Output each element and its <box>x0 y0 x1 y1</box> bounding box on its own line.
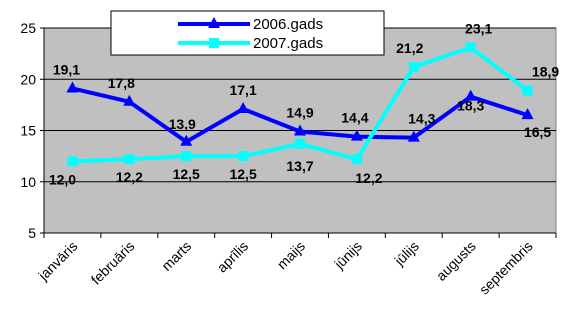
data-label-0: 14,3 <box>408 111 435 127</box>
data-point-1 <box>351 154 362 165</box>
data-label-1: 12,2 <box>355 170 382 186</box>
data-label-0: 16,5 <box>524 124 551 140</box>
data-label-0: 19,1 <box>53 61 80 77</box>
y-tick-label: 15 <box>20 123 36 139</box>
data-label-1: 21,2 <box>396 40 423 56</box>
y-tick-label: 10 <box>20 174 36 190</box>
data-label-1: 12,5 <box>229 166 256 182</box>
x-tick-label: marts <box>158 238 194 274</box>
data-point-1 <box>408 61 419 72</box>
x-tick-label: augusts <box>433 238 479 284</box>
data-label-1: 13,7 <box>286 158 313 174</box>
data-point-0 <box>521 108 534 120</box>
x-tick-label: septembris <box>476 238 536 298</box>
y-axis: 5 10 15 20 25 <box>20 20 45 241</box>
x-tick-label: jūnijs <box>330 238 365 273</box>
data-label-1: 12,5 <box>173 166 200 182</box>
legend-label-2006: 2006.gads <box>253 16 323 33</box>
data-label-0: 13,9 <box>169 116 196 132</box>
data-point-1 <box>124 154 135 165</box>
data-point-0 <box>350 129 363 141</box>
series-lines <box>66 42 534 167</box>
y-tick-label: 25 <box>20 20 36 36</box>
data-label-1: 18,9 <box>532 64 559 80</box>
data-label-1: 12,0 <box>49 171 76 187</box>
data-label-0: 18,3 <box>457 98 484 114</box>
data-point-0 <box>237 101 250 113</box>
data-labels: 19,1 17,8 13,9 17,1 14,9 14,4 14,3 18,3 16,5 12,0… <box>49 20 560 187</box>
data-point-1 <box>295 138 305 149</box>
x-axis: janvāris februāris marts aprīlis maijs jūnijs… <box>34 232 557 298</box>
data-label-0: 17,1 <box>229 82 256 98</box>
data-point-1 <box>522 85 533 96</box>
data-point-0 <box>180 134 193 146</box>
data-point-0 <box>407 130 420 142</box>
data-point-1 <box>67 156 78 167</box>
data-point-1 <box>465 42 476 53</box>
data-label-1: 23,1 <box>465 20 492 36</box>
data-point-0 <box>464 89 477 101</box>
data-label-1: 12,2 <box>116 169 143 185</box>
legend-box <box>110 10 385 56</box>
x-tick-label: jūlijs <box>391 238 422 269</box>
y-tick-label: 5 <box>28 225 36 241</box>
data-label-0: 14,4 <box>341 110 368 126</box>
data-label-0: 17,8 <box>108 75 135 91</box>
x-tick-label: janvāris <box>34 238 80 284</box>
legend-marker-2006 <box>208 17 220 28</box>
data-point-0 <box>66 81 79 93</box>
x-tick-label: februāris <box>88 238 138 288</box>
data-point-1 <box>181 151 192 162</box>
x-tick-label: maijs <box>274 238 308 272</box>
y-tick-label: 20 <box>20 71 36 87</box>
data-point-1 <box>238 151 249 162</box>
legend-marker-2007 <box>209 38 219 48</box>
data-point-0 <box>123 94 136 106</box>
legend-label-2007: 2007.gads <box>253 35 323 52</box>
legend: 2006.gads 2007.gads <box>110 10 385 56</box>
data-label-0: 14,9 <box>286 105 313 121</box>
x-tick-label: aprīlis <box>214 238 252 276</box>
data-point-0 <box>294 124 306 136</box>
